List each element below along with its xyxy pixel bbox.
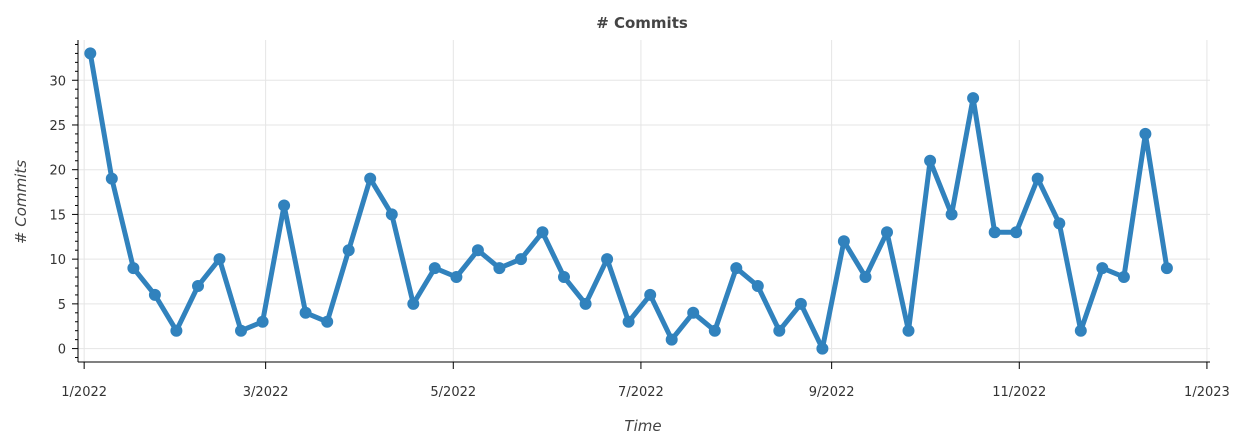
data-point [665, 333, 678, 346]
data-point [450, 271, 463, 283]
x-tick-label: 5/2022 [430, 385, 476, 400]
data-point [558, 271, 570, 283]
data-point [299, 306, 312, 319]
data-point [235, 324, 247, 337]
x-tick-label: 9/2022 [809, 385, 855, 400]
chart-title: # Commits [596, 14, 688, 32]
data-point [127, 262, 140, 275]
y-tick-label: 20 [49, 164, 66, 179]
data-point [687, 306, 700, 319]
data-point [192, 280, 204, 292]
x-tick-label: 7/2022 [618, 385, 664, 400]
data-point [773, 324, 786, 337]
data-point [622, 315, 635, 328]
data-point [105, 172, 118, 185]
data-point [708, 324, 721, 337]
data-point [536, 226, 549, 239]
data-point [601, 253, 614, 266]
data-point [170, 324, 183, 337]
data-point [84, 47, 97, 60]
data-point [794, 297, 807, 310]
data-point [837, 235, 850, 248]
x-tick-label: 3/2022 [243, 385, 289, 400]
y-tick-label: 0 [58, 343, 66, 358]
data-point [579, 297, 592, 310]
y-tick-label: 30 [49, 74, 66, 89]
data-point [945, 208, 958, 221]
data-point [859, 271, 872, 283]
y-tick-label: 10 [49, 253, 66, 268]
axes: 0 5 10 15 20 25 30 1/2022 3/2022 5/2022 7/2022 9/20… [49, 40, 1230, 400]
data-point [428, 262, 441, 275]
grid [78, 40, 1210, 362]
data-point [1096, 262, 1109, 275]
data-point [967, 92, 980, 105]
data-point [1031, 172, 1044, 185]
data-point [213, 253, 226, 266]
data-point [1010, 226, 1023, 239]
data-point [256, 315, 269, 328]
data-point [1053, 217, 1066, 230]
data-point [148, 288, 161, 301]
x-tick-label: 1/2023 [1184, 385, 1230, 400]
data-point [644, 288, 657, 301]
data-series [84, 47, 1173, 355]
data-point [342, 244, 355, 257]
data-point [278, 199, 291, 212]
data-point [881, 226, 893, 239]
x-tick-label: 11/2022 [992, 385, 1046, 400]
data-point [988, 226, 1001, 239]
data-point [1160, 262, 1173, 275]
y-tick-label: 5 [58, 298, 66, 313]
x-axis-title: Time [624, 417, 661, 432]
data-point [1074, 324, 1087, 337]
data-point [407, 297, 420, 310]
data-point [364, 172, 377, 185]
data-point [902, 324, 915, 337]
y-tick-label: 15 [49, 208, 66, 223]
data-point [471, 244, 484, 257]
data-point [816, 342, 829, 355]
y-axis-title: # Commits [12, 160, 30, 244]
data-point [493, 262, 506, 275]
data-point [1117, 271, 1130, 283]
data-point [730, 262, 743, 275]
x-tick-label: 1/2022 [61, 385, 107, 400]
data-point [321, 315, 334, 328]
data-point [1139, 127, 1152, 140]
y-tick-label: 25 [49, 119, 66, 134]
data-point [751, 280, 764, 292]
data-point [515, 253, 527, 266]
data-point [924, 154, 937, 167]
data-point [385, 208, 398, 221]
